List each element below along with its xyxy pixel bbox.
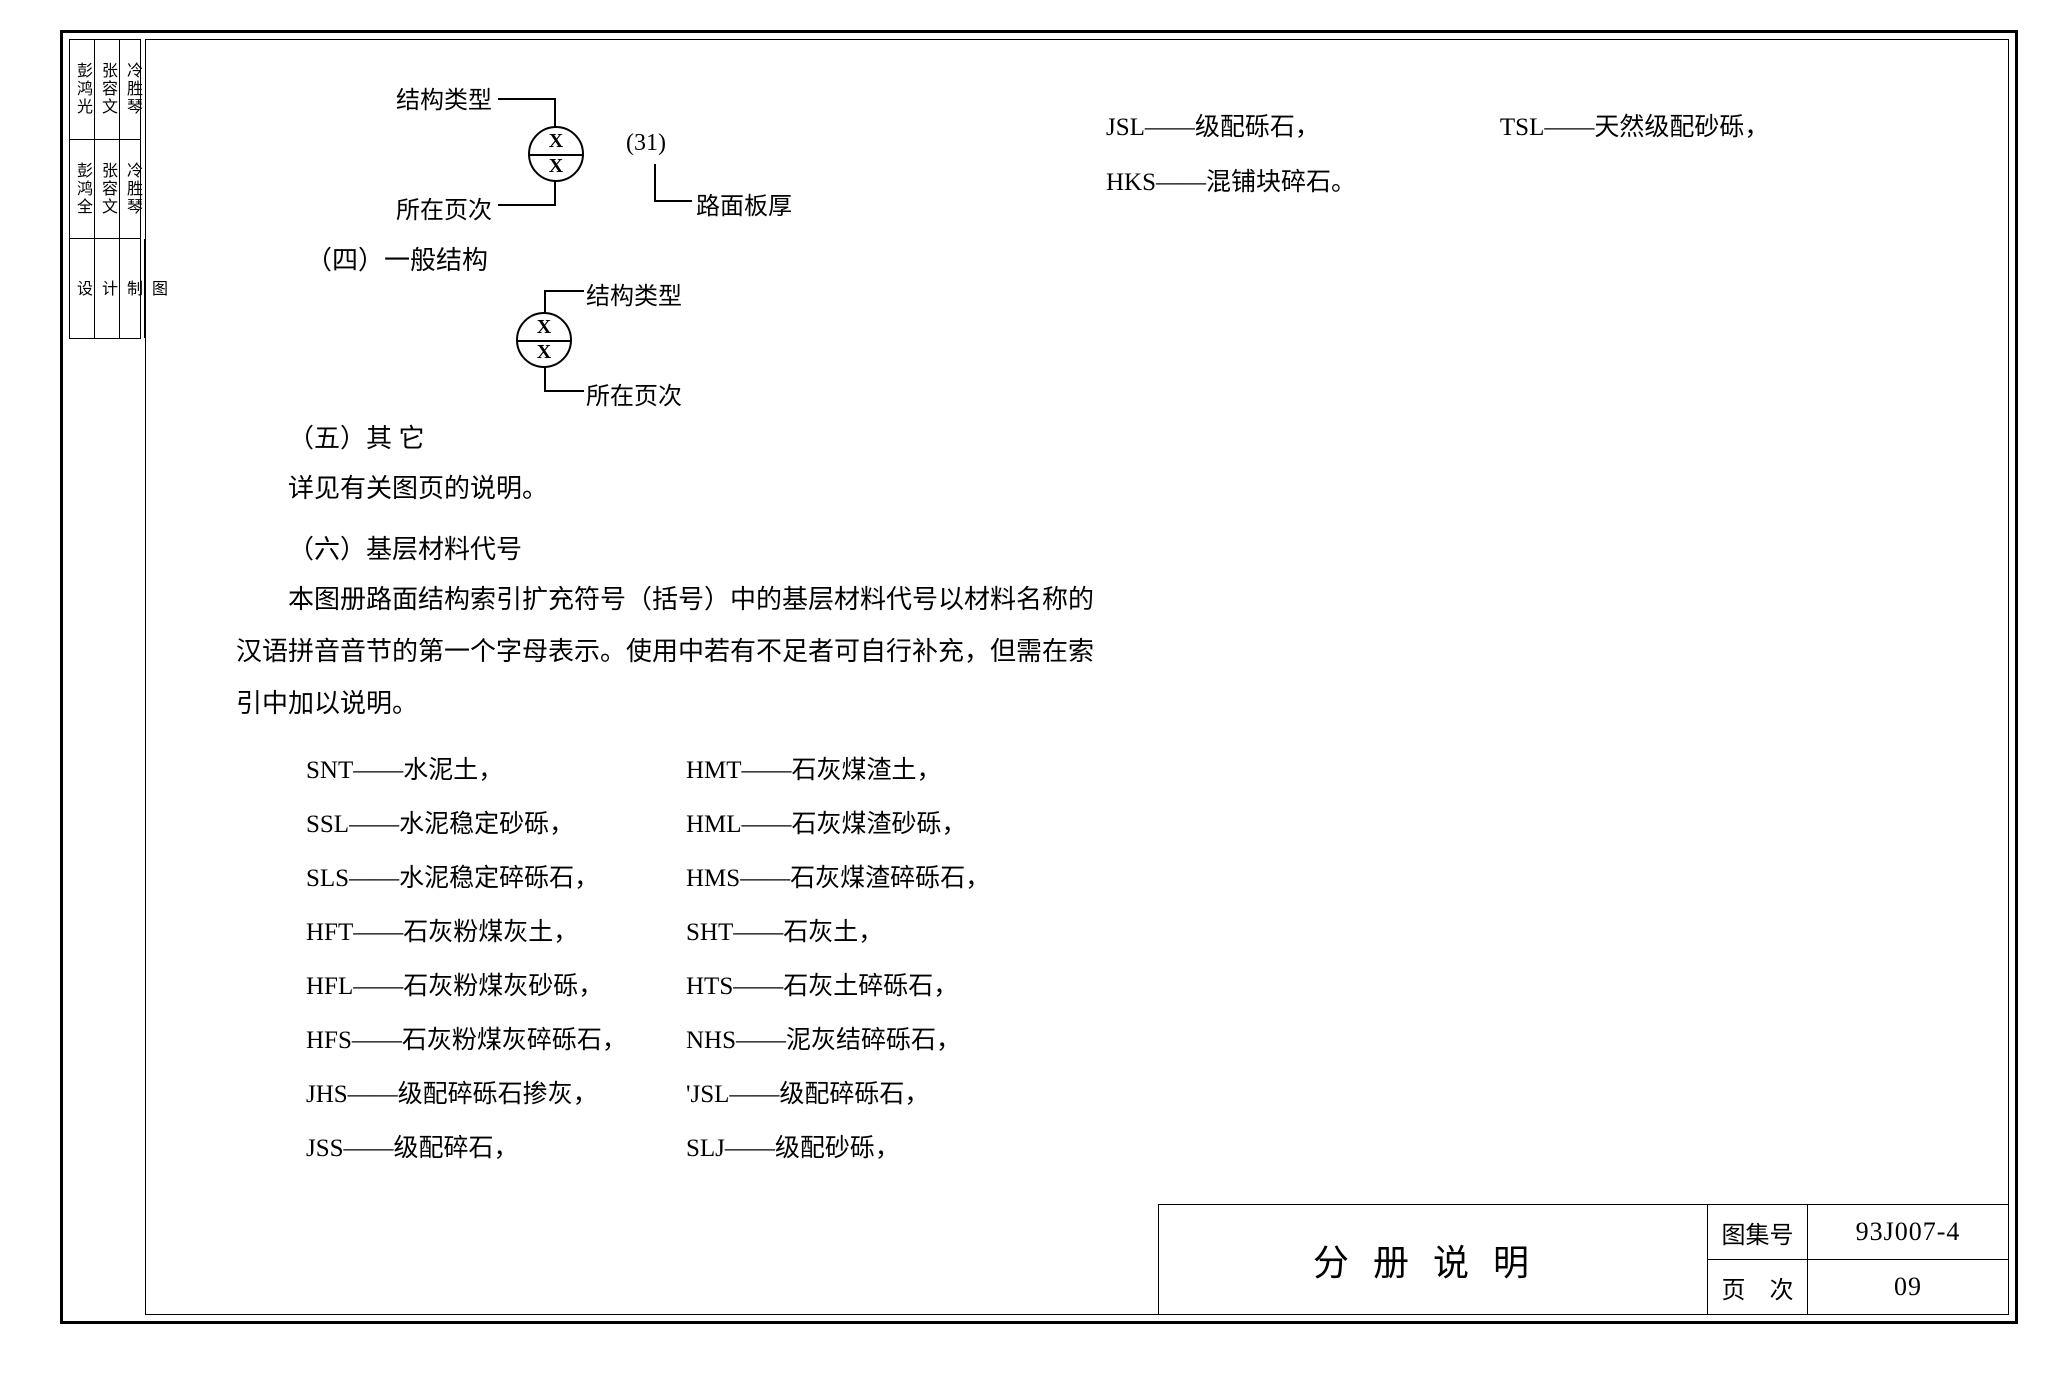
stamp-cell: 冷胜琴 bbox=[120, 40, 144, 139]
code-item: HFS——石灰粉煤灰碎砾石， bbox=[306, 1020, 666, 1056]
stamp-cell: 冷胜琴 bbox=[120, 140, 144, 239]
title-block: 分册说明 图集号 93J007-4 页 次 09 bbox=[1158, 1204, 2008, 1314]
code-item: TSL——天然级配砂砾， bbox=[1500, 100, 1769, 155]
code-item: JSS——级配碎石， bbox=[306, 1128, 666, 1164]
page-number-value: 09 bbox=[1808, 1260, 2008, 1314]
symbol-x-top: X bbox=[530, 130, 582, 153]
label-paren-31: (31) bbox=[626, 130, 666, 157]
code-item: SSL——水泥稳定砂砾， bbox=[306, 804, 666, 840]
section-6-heading: （六）基层材料代号 bbox=[236, 529, 1116, 566]
code-item: JHS——级配碎砾石掺灰， bbox=[306, 1074, 666, 1110]
section-6-body: 本图册路面结构索引扩充符号（括号）中的基层材料代号以材料名称的汉语拼音音节的第一… bbox=[236, 574, 1116, 730]
inner-frame: 结构类型 X X (31) 路面板厚 所在页次 （四）一般结构 结构类型 X bbox=[145, 39, 2009, 1315]
code-item: HKS——混铺块碎石。 bbox=[1106, 169, 1356, 196]
code-item: SNT——水泥土， bbox=[306, 750, 666, 786]
code-item: HML——石灰煤渣砂砾， bbox=[686, 804, 1046, 840]
label-page-location: 所在页次 bbox=[586, 376, 682, 411]
sheet-title: 分册说明 bbox=[1159, 1205, 1708, 1314]
section-5-body: 详见有关图页的说明。 bbox=[236, 463, 1116, 515]
code-item: HMT——石灰煤渣土， bbox=[686, 750, 1046, 786]
outer-frame: 彭鸿光 张容文 冷胜琴 彭鸿全 张容文 冷胜琴 设 计 制 图 结构类型 X X… bbox=[60, 30, 2018, 1324]
approval-stamp: 彭鸿光 张容文 冷胜琴 彭鸿全 张容文 冷胜琴 设 计 制 图 bbox=[69, 39, 141, 339]
circle-symbol-icon: X X bbox=[528, 126, 584, 182]
stamp-cell: 张容文 bbox=[95, 40, 120, 139]
code-item: JSL——级配砾石， bbox=[1106, 100, 1320, 155]
circle-symbol-icon: X X bbox=[516, 312, 572, 368]
section-5-heading: （五）其 它 bbox=[236, 418, 1116, 455]
label-structure-type: 结构类型 bbox=[586, 276, 682, 311]
code-item: 'JSL——级配碎砾石， bbox=[686, 1074, 1046, 1110]
stamp-cell: 彭鸿光 bbox=[70, 40, 95, 139]
stamp-cell: 张容文 bbox=[95, 140, 120, 239]
stamp-cell: 制 bbox=[120, 239, 145, 338]
material-codes-grid: SNT——水泥土， HMT——石灰煤渣土， SSL——水泥稳定砂砾， HML——… bbox=[306, 750, 1116, 1164]
stamp-cell: 设 bbox=[70, 239, 95, 338]
label-slab-thickness: 路面板厚 bbox=[696, 186, 792, 221]
page-number-label: 页 次 bbox=[1708, 1260, 1808, 1314]
code-item: SLJ——级配砂砾， bbox=[686, 1128, 1046, 1164]
code-item: HMS——石灰煤渣碎砾石， bbox=[686, 858, 1046, 894]
main-text: （五）其 它 详见有关图页的说明。 （六）基层材料代号 本图册路面结构索引扩充符… bbox=[236, 410, 1116, 1164]
stamp-cell: 计 bbox=[95, 239, 120, 338]
material-codes-right: JSL——级配砾石， TSL——天然级配砂砾， HKS——混铺块碎石。 bbox=[1106, 100, 1769, 210]
label-page-location: 所在页次 bbox=[396, 190, 492, 225]
stamp-cell: 彭鸿全 bbox=[70, 140, 95, 239]
drawing-set-value: 93J007-4 bbox=[1808, 1205, 2008, 1259]
code-item: HFT——石灰粉煤灰土， bbox=[306, 912, 666, 948]
code-item: SHT——石灰土， bbox=[686, 912, 1046, 948]
drawing-set-label: 图集号 bbox=[1708, 1205, 1808, 1259]
label-structure-type: 结构类型 bbox=[396, 80, 492, 115]
symbol-x-top: X bbox=[518, 316, 570, 339]
code-item: HFL——石灰粉煤灰砂砾， bbox=[306, 966, 666, 1002]
symbol-diagram-2: 结构类型 X X 所在页次 bbox=[486, 280, 786, 420]
section-4-heading: （四）一般结构 bbox=[306, 240, 488, 277]
symbol-x-bot: X bbox=[530, 155, 582, 178]
symbol-diagram-1: 结构类型 X X (31) 路面板厚 所在页次 bbox=[396, 80, 816, 240]
title-meta: 图集号 93J007-4 页 次 09 bbox=[1708, 1205, 2008, 1314]
code-item: SLS——水泥稳定碎砾石， bbox=[306, 858, 666, 894]
code-item: HTS——石灰土碎砾石， bbox=[686, 966, 1046, 1002]
code-item: NHS——泥灰结碎砾石， bbox=[686, 1020, 1046, 1056]
symbol-x-bot: X bbox=[518, 341, 570, 364]
